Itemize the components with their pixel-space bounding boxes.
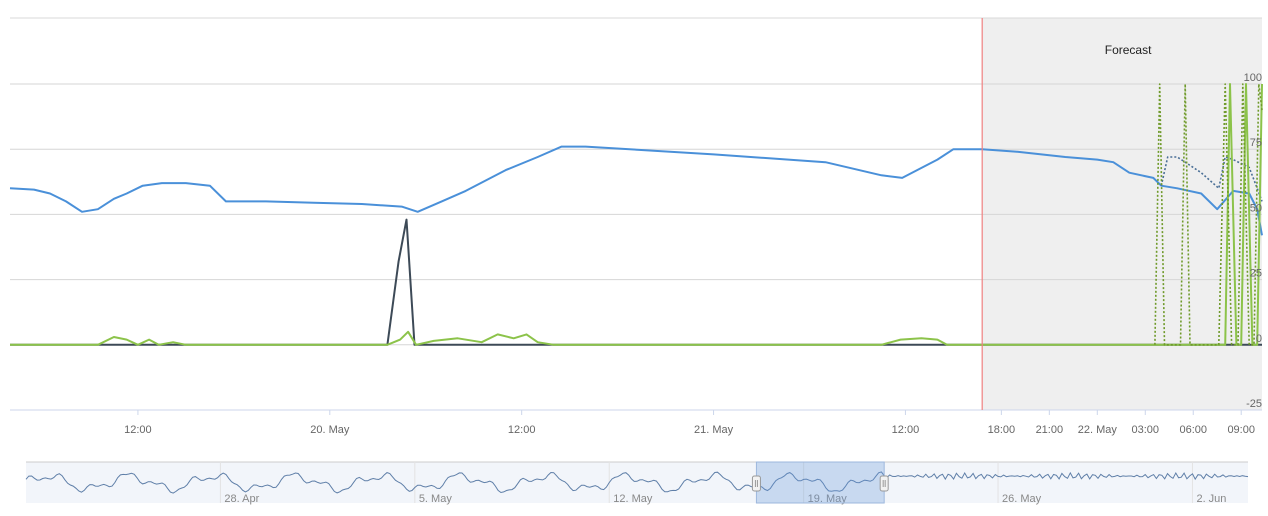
navigator-background: [26, 462, 1248, 503]
x-tick-label: 22. May: [1078, 424, 1118, 436]
series-line-2: [1160, 156, 1263, 202]
x-tick-label: 18:00: [988, 424, 1016, 436]
y-tick-label: 75: [1250, 137, 1262, 149]
navigator-tick-label: 28. Apr: [224, 493, 259, 505]
x-tick-label: 06:00: [1179, 424, 1207, 436]
x-tick-label: 12:00: [124, 424, 152, 436]
y-tick-label: 100: [1244, 72, 1262, 84]
navigator-tick-label: 26. May: [1002, 493, 1042, 505]
x-tick-label: 21. May: [694, 424, 734, 436]
x-tick-label: 20. May: [310, 424, 350, 436]
x-tick-label: 12:00: [508, 424, 536, 436]
y-tick-label: -25: [1246, 398, 1262, 410]
y-tick-label: 50: [1250, 202, 1262, 214]
x-tick-label: 12:00: [892, 424, 920, 436]
series-line-5: [1154, 83, 1263, 346]
navigator-tick-label: 5. May: [419, 493, 453, 505]
x-tick-label: 03:00: [1132, 424, 1160, 436]
series-line-4: [10, 83, 1263, 346]
navigator-selection[interactable]: [755, 461, 885, 504]
x-tick-label: 21:00: [1036, 424, 1064, 436]
x-tick-label: 09:00: [1227, 424, 1255, 436]
navigator-tick-label: 12. May: [613, 493, 653, 505]
navigator-tick-label: 19. May: [808, 493, 848, 505]
navigator-series: [25, 471, 1249, 494]
navigator-tick-label: 2. Jun: [1196, 493, 1226, 505]
y-tick-label: 0: [1256, 333, 1262, 345]
y-tick-label: 25: [1250, 268, 1262, 280]
forecast-label: Forecast: [1105, 43, 1152, 57]
navigator-handle-left[interactable]: [751, 475, 761, 492]
navigator-handle-right[interactable]: [879, 475, 889, 492]
